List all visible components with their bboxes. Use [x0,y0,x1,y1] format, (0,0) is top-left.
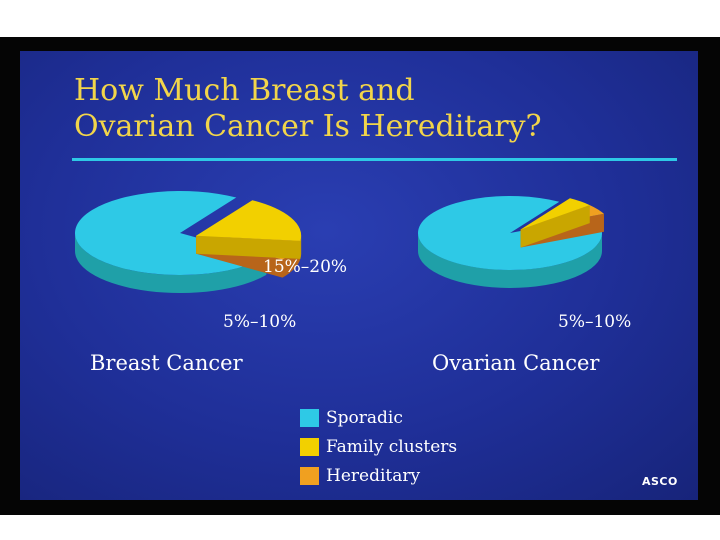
ovarian-pie [417,195,604,288]
breast-slice-family-cut-1 [196,235,301,259]
breast-chart-title: Breast Cancer [90,351,243,375]
legend-swatch-hereditary [300,466,319,485]
ovarian-annotation-hereditary: 5%–10% [558,312,632,332]
ovarian-chart-title: Ovarian Cancer [432,351,600,375]
breast-slice-family-side-0 [300,235,302,259]
legend-swatch-family-clusters [300,437,319,456]
legend-item-family-clusters: Family clusters [300,432,457,461]
legend-label-hereditary: Hereditary [326,465,421,486]
ovarian-slice-sporadic-top [417,195,602,270]
slide: How Much Breast and Ovarian Cancer Is He… [20,51,698,500]
title-line-2: Ovarian Cancer Is Hereditary? [74,109,542,144]
legend: Sporadic Family clusters Hereditary [300,403,457,490]
source-label: ASCO [642,475,678,488]
slide-frame: How Much Breast and Ovarian Cancer Is He… [0,37,720,515]
ovarian-slice-family-cut-1 [520,205,590,248]
legend-label-sporadic: Sporadic [326,407,403,428]
breast-annotation-family: 15%–20% [263,257,348,277]
ovarian-slice-sporadic [417,195,602,288]
legend-label-family-clusters: Family clusters [326,436,458,457]
pie-charts [75,190,604,294]
legend-item-hereditary: Hereditary [300,461,457,490]
breast-slice-family-top [196,200,302,241]
breast-pie [75,190,302,294]
title-rule [72,158,677,161]
ovarian-slice-sporadic-side-0 [418,233,602,288]
ovarian-slice-family-top [520,198,590,230]
legend-swatch-sporadic [300,408,319,427]
breast-annotation-hereditary: 5%–10% [223,312,297,332]
slide-title: How Much Breast and Ovarian Cancer Is He… [74,73,634,145]
title-line-1: How Much Breast and [74,73,415,108]
breast-slice-family [196,200,302,259]
legend-item-sporadic: Sporadic [300,403,457,432]
breast-slice-sporadic-side-0 [75,233,267,294]
ovarian-slice-family [520,198,590,248]
